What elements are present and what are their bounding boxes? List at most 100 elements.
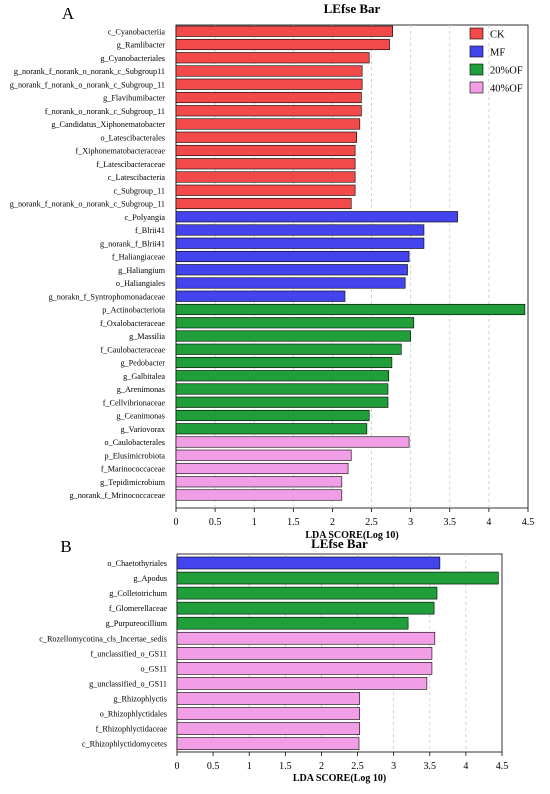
x-tick-label: 2.5 xyxy=(351,761,364,772)
category-label: o_Latescibacterales xyxy=(100,133,165,142)
bar xyxy=(176,737,360,750)
x-tick-label: 0 xyxy=(174,517,179,528)
category-label: g_Massilia xyxy=(129,332,165,341)
bar xyxy=(176,707,361,720)
bar xyxy=(175,184,356,196)
legend-label: MF xyxy=(490,48,505,59)
category-label: c_Cyanobacteriia xyxy=(108,27,166,36)
category-label: f_Haliangiaceae xyxy=(112,253,166,262)
category-label: g_norank_f_Blrii41 xyxy=(100,239,165,248)
bar xyxy=(175,144,356,157)
category-label: g_Candidatus_Xiphonematobacter xyxy=(51,120,165,129)
category-label: c_Polyangia xyxy=(125,213,166,222)
bar xyxy=(175,91,362,104)
category-label: c_Latescibacteria xyxy=(108,173,166,182)
category-label: g_Cyanobacteriales xyxy=(100,54,165,63)
category-label: f_Blrii41 xyxy=(135,226,165,235)
category-label: g_norank_f_Mrinococcaceae xyxy=(70,491,166,500)
bar xyxy=(175,105,362,117)
bar xyxy=(175,370,390,382)
bar xyxy=(175,78,363,90)
bar xyxy=(175,343,402,355)
x-tick-label: 2 xyxy=(330,517,335,528)
bar xyxy=(176,601,435,615)
bar xyxy=(175,118,361,130)
panel-label: B xyxy=(60,537,71,556)
bar xyxy=(175,25,393,37)
category-label: g_Haliangium xyxy=(118,266,165,275)
category-label: p_Elusimicrobiota xyxy=(105,451,166,460)
bar xyxy=(175,449,352,461)
x-tick-label: 1 xyxy=(252,517,257,528)
bar xyxy=(175,52,370,64)
legend-label: CK xyxy=(490,30,505,41)
category-label: p_Actinobacteriota xyxy=(102,306,165,315)
x-tick-label: 4.5 xyxy=(522,517,535,528)
category-label: o_Rhizophlyctidales xyxy=(100,710,167,719)
x-tick-label: 1.5 xyxy=(287,517,300,528)
bar xyxy=(175,462,349,475)
category-label: g_Arenimonas xyxy=(117,385,165,394)
bar xyxy=(176,722,361,735)
panel-label: A xyxy=(62,4,75,23)
bar xyxy=(176,677,428,690)
category-label: g_norakn_f_Syntrophomonadaceae xyxy=(49,292,166,301)
category-label: g_Rhizophlyctis xyxy=(113,694,167,703)
x-tick-label: 4 xyxy=(463,761,468,772)
bar xyxy=(175,277,406,289)
x-tick-label: 0.5 xyxy=(209,517,222,528)
x-tick-label: 1 xyxy=(247,761,252,772)
bar xyxy=(175,211,458,223)
bar xyxy=(176,571,499,585)
x-tick-label: 3 xyxy=(391,761,396,772)
x-axis-label: LDA SCORE(Log 10) xyxy=(305,530,398,541)
bar xyxy=(176,556,441,570)
category-label: g_Ceanimonas xyxy=(116,412,165,421)
bar xyxy=(175,131,357,143)
category-label: g_Colletotrichum xyxy=(109,589,167,598)
bar xyxy=(175,409,370,422)
x-tick-label: 2 xyxy=(319,761,324,772)
bar xyxy=(176,692,361,705)
x-tick-label: 1.5 xyxy=(279,761,292,772)
bar xyxy=(175,356,393,369)
category-label: f_Cellvibrionaceae xyxy=(103,398,166,407)
bar xyxy=(175,224,425,236)
bar xyxy=(175,396,389,408)
category-label: c_Rozellomycotina_cls_Incertae_sedis xyxy=(39,634,167,643)
category-label: o_Chaetothyriales xyxy=(107,559,167,568)
bar xyxy=(175,171,356,183)
category-label: f_Latescibacteraceae xyxy=(96,160,165,169)
category-label: f_Caulobacteraceae xyxy=(100,345,165,354)
bar xyxy=(175,317,415,329)
chart-title: LEfse Bar xyxy=(324,1,381,16)
bar xyxy=(175,330,411,342)
legend-label: 20%OF xyxy=(490,66,523,77)
category-label: o_Haliangiales xyxy=(116,279,165,288)
bar xyxy=(176,616,409,630)
category-label: f_Glomerellaceae xyxy=(109,604,168,613)
bar xyxy=(175,489,343,501)
x-tick-label: 2.5 xyxy=(365,517,378,528)
bar xyxy=(175,38,390,51)
category-label: g_Purpureocillium xyxy=(106,619,168,628)
category-label: f_Marinococcaceae xyxy=(101,465,165,474)
category-label: g_Galbitalea xyxy=(123,372,165,381)
x-tick-label: 0.5 xyxy=(207,761,220,772)
legend-swatch xyxy=(469,81,484,94)
category-label: c_Subgroup_11 xyxy=(113,186,165,195)
category-label: g_Tepidimicrobium xyxy=(100,478,166,487)
legend-swatch xyxy=(469,63,484,76)
x-tick-label: 4.5 xyxy=(496,761,509,772)
bar xyxy=(176,586,438,600)
bar xyxy=(175,303,526,316)
category-label: g_Pedobacter xyxy=(120,359,165,368)
category-label: f_Xiphonematobacteraceae xyxy=(75,147,165,156)
legend-label: 40%OF xyxy=(490,84,523,95)
x-tick-label: 3.5 xyxy=(444,517,457,528)
category-label: g_unclassified_o_GS11 xyxy=(89,679,167,688)
category-label: f_Rhizophlyctidaceae xyxy=(96,725,168,734)
category-label: g_Ramlibacter xyxy=(117,41,165,50)
